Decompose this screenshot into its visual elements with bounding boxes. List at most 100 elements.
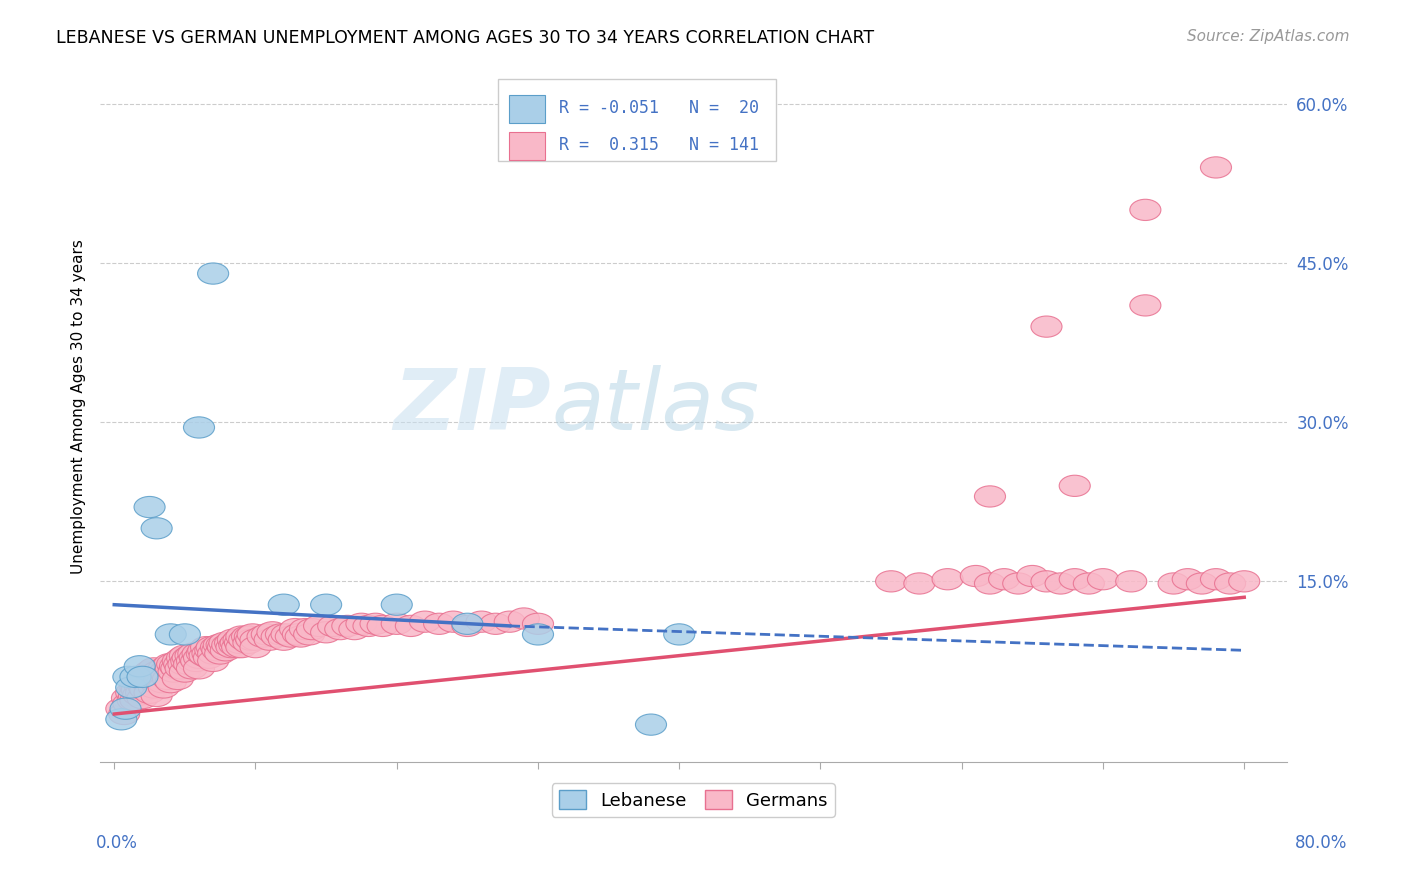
Ellipse shape [1215,573,1246,594]
Ellipse shape [262,626,292,648]
Ellipse shape [139,672,170,693]
Ellipse shape [318,615,349,637]
Ellipse shape [186,643,218,665]
Ellipse shape [172,648,204,668]
Ellipse shape [183,657,215,679]
Ellipse shape [121,679,152,700]
Ellipse shape [110,698,141,719]
Ellipse shape [325,618,356,640]
Ellipse shape [226,626,257,648]
Ellipse shape [1116,571,1147,592]
Ellipse shape [127,672,157,693]
Ellipse shape [143,668,174,690]
Ellipse shape [193,643,224,665]
Ellipse shape [1159,573,1189,594]
Ellipse shape [127,666,157,688]
Ellipse shape [1017,566,1047,587]
Text: ZIP: ZIP [394,365,551,448]
Ellipse shape [1059,568,1090,590]
Ellipse shape [129,679,160,700]
Ellipse shape [179,648,211,668]
Ellipse shape [381,594,412,615]
Ellipse shape [451,615,482,637]
Ellipse shape [276,626,307,648]
Ellipse shape [229,629,260,650]
Ellipse shape [332,615,363,637]
Ellipse shape [142,661,173,682]
Ellipse shape [269,594,299,615]
Ellipse shape [225,632,256,654]
Ellipse shape [664,624,695,645]
Ellipse shape [170,650,202,672]
Ellipse shape [155,672,186,693]
Ellipse shape [217,637,247,657]
Ellipse shape [1087,568,1119,590]
Ellipse shape [202,640,233,661]
Ellipse shape [176,657,208,679]
Ellipse shape [124,674,155,696]
Ellipse shape [283,624,314,645]
Ellipse shape [238,624,269,645]
Ellipse shape [204,634,235,656]
Ellipse shape [112,666,143,688]
Ellipse shape [252,624,283,645]
Ellipse shape [162,650,194,672]
Ellipse shape [156,654,188,674]
Ellipse shape [311,594,342,615]
Ellipse shape [367,615,398,637]
Ellipse shape [141,685,172,706]
Ellipse shape [224,629,254,650]
Ellipse shape [120,690,150,711]
Ellipse shape [145,666,176,688]
Ellipse shape [157,661,190,682]
Ellipse shape [118,685,149,706]
Bar [509,132,546,161]
Ellipse shape [1130,199,1161,220]
Ellipse shape [219,634,250,656]
Ellipse shape [1229,571,1260,592]
Ellipse shape [207,634,238,656]
Ellipse shape [173,654,205,674]
Ellipse shape [211,640,242,661]
Ellipse shape [904,573,935,594]
Ellipse shape [285,626,316,648]
Ellipse shape [153,654,184,674]
Ellipse shape [108,704,139,724]
Ellipse shape [138,677,169,698]
Ellipse shape [162,668,194,690]
Ellipse shape [254,629,285,650]
Ellipse shape [160,657,193,679]
Ellipse shape [183,417,215,438]
Bar [509,95,546,123]
Ellipse shape [111,688,142,709]
Ellipse shape [523,613,554,634]
FancyBboxPatch shape [498,79,776,161]
Ellipse shape [218,629,249,650]
Ellipse shape [198,650,229,672]
Legend: Lebanese, Germans: Lebanese, Germans [551,783,835,817]
Ellipse shape [134,661,165,682]
Ellipse shape [208,637,239,657]
Ellipse shape [181,643,214,665]
Ellipse shape [105,709,136,730]
Ellipse shape [163,654,195,674]
Ellipse shape [112,693,143,714]
Ellipse shape [169,645,201,666]
Ellipse shape [128,677,159,698]
Ellipse shape [360,613,391,634]
Ellipse shape [1201,157,1232,178]
Ellipse shape [232,626,263,648]
Ellipse shape [191,637,222,657]
Ellipse shape [226,637,257,657]
Ellipse shape [152,668,183,690]
Text: LEBANESE VS GERMAN UNEMPLOYMENT AMONG AGES 30 TO 34 YEARS CORRELATION CHART: LEBANESE VS GERMAN UNEMPLOYMENT AMONG AG… [56,29,875,46]
Ellipse shape [523,624,554,645]
Ellipse shape [304,615,335,637]
Ellipse shape [266,624,297,645]
Ellipse shape [115,682,146,704]
Ellipse shape [222,637,253,657]
Ellipse shape [176,650,208,672]
Ellipse shape [1031,571,1062,592]
Ellipse shape [190,645,221,666]
Ellipse shape [269,629,299,650]
